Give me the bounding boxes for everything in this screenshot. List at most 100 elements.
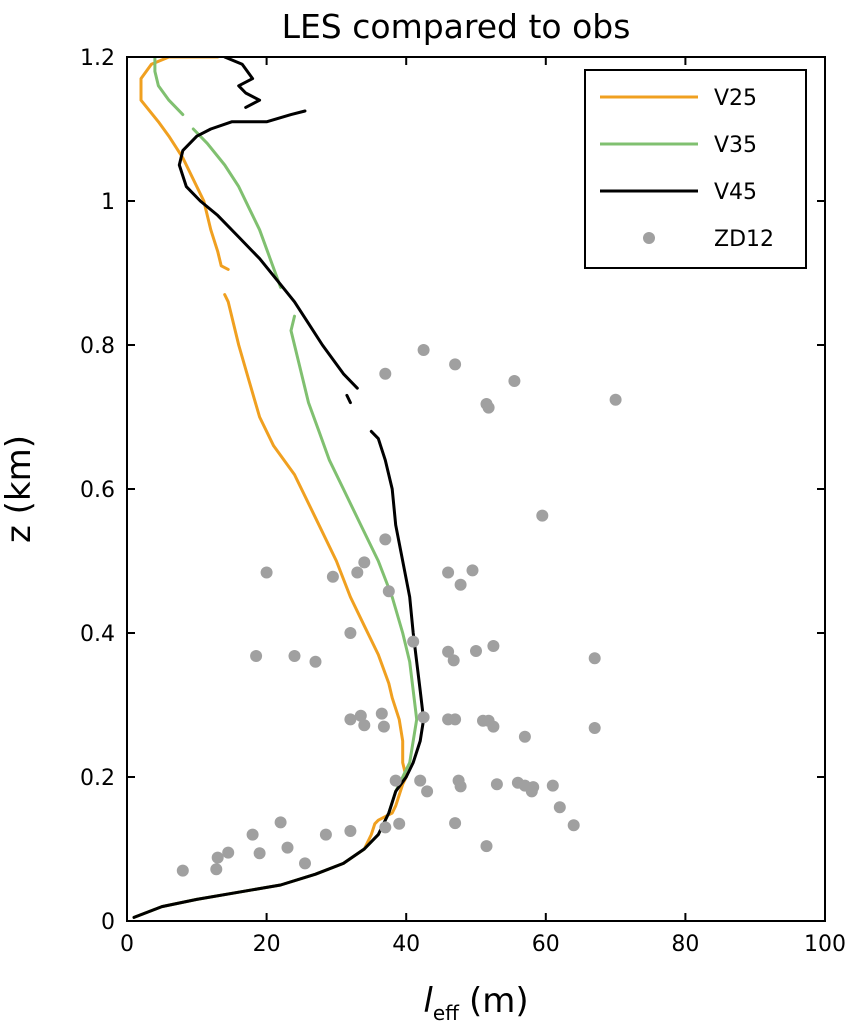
scatter-point-49 — [487, 640, 500, 652]
scatter-point-43 — [309, 655, 322, 668]
x-tick-label-4: 80 — [671, 932, 699, 957]
y-tick-label-1: 0.2 — [80, 766, 115, 791]
scatter-point-61 — [379, 367, 392, 380]
scatter-point-18 — [454, 780, 467, 793]
scatter-point-20 — [490, 778, 503, 791]
scatter-point-16 — [449, 817, 462, 830]
x-axis-label-symbol: l — [423, 981, 433, 1021]
x-tick-label-0: 0 — [120, 932, 134, 957]
scatter-point-52 — [326, 570, 339, 583]
scatter-point-38 — [487, 720, 500, 733]
scatter-point-48 — [470, 645, 482, 657]
scatter-point-53 — [351, 566, 364, 579]
scatter-point-55 — [382, 585, 395, 598]
series-layer — [132, 57, 426, 919]
scatter-point-57 — [442, 566, 455, 579]
scatter-point-19 — [480, 840, 493, 853]
legend: V25 V35 V45 ZD12 — [584, 69, 807, 269]
scatter-point-50 — [588, 652, 601, 665]
scatter-point-27 — [567, 819, 580, 832]
scatter-point-54 — [358, 556, 371, 569]
scatter-point-40 — [588, 722, 601, 734]
scatter-point-44 — [344, 627, 357, 639]
y-tick-label-2: 0.4 — [80, 622, 115, 647]
scatter-point-30 — [358, 719, 371, 732]
scatter-point-3 — [222, 846, 235, 859]
scatter-point-63 — [449, 358, 462, 371]
scatter-point-31 — [375, 707, 388, 720]
legend-label-zd12: ZD12 — [714, 227, 774, 252]
scatter-point-47 — [447, 654, 460, 667]
series-v45-line-segment-1 — [345, 393, 352, 405]
legend-box — [584, 69, 807, 269]
scatter-point-2 — [211, 851, 224, 864]
series-v35-line-segment-1 — [191, 127, 283, 289]
scatter-point-25 — [546, 779, 559, 792]
scatter-point-4 — [246, 828, 259, 841]
scatter-point-24 — [527, 781, 540, 794]
scatter-point-1 — [210, 863, 223, 876]
y-axis-ticks: 0 0.2 0.4 0.6 0.8 1 1.2 — [80, 46, 825, 935]
scatter-point-11 — [379, 821, 392, 834]
x-tick-label-1: 20 — [253, 932, 281, 957]
legend-label-v35: V35 — [714, 133, 757, 158]
scatter-point-39 — [518, 730, 531, 743]
scatter-point-35 — [449, 713, 462, 726]
chart-title: LES compared to obs — [282, 7, 631, 46]
legend-label-v45: V45 — [714, 180, 757, 205]
plot-area — [132, 57, 622, 919]
scatter-point-59 — [466, 564, 479, 577]
series-v45-line-segment-2 — [177, 109, 359, 390]
x-axis-label-subscript: eff — [433, 1001, 460, 1024]
scatter-point-9 — [319, 828, 332, 841]
scatter-point-45 — [407, 635, 420, 648]
scatter-point-10 — [344, 825, 357, 837]
scatter-point-8 — [299, 857, 311, 870]
scatter-point-66 — [508, 375, 521, 387]
scatter-point-14 — [414, 774, 427, 787]
scatter-point-60 — [536, 509, 549, 522]
scatter-point-7 — [281, 841, 294, 854]
y-tick-label-4: 0.8 — [80, 334, 115, 359]
x-axis-ticks: 0 20 40 60 80 100 — [120, 57, 846, 957]
x-tick-label-2: 40 — [392, 932, 420, 957]
series-v35-line-segment-2 — [153, 57, 185, 117]
scatter-point-0 — [176, 864, 189, 877]
series-v25-line-segment-0 — [132, 293, 408, 919]
scatter-point-41 — [250, 650, 263, 662]
scatter-point-67 — [609, 393, 622, 406]
x-tick-label-5: 100 — [804, 932, 846, 957]
y-tick-label-0: 0 — [101, 910, 115, 935]
series-v45-line-segment-3 — [223, 57, 262, 109]
scatter-point-65 — [482, 401, 495, 414]
scatter-point-13 — [389, 774, 402, 787]
scatter-point-26 — [553, 801, 566, 814]
x-axis-label-unit: (m) — [469, 981, 529, 1021]
scatter-point-12 — [393, 817, 406, 830]
scatter-point-62 — [417, 344, 430, 356]
series-v45-line-segment-0 — [132, 429, 426, 919]
scatter-point-5 — [253, 847, 266, 860]
y-axis-label: z (km) — [0, 435, 39, 543]
scatter-point-42 — [288, 650, 301, 662]
scatter-point-46 — [442, 645, 455, 658]
legend-label-v25: V25 — [714, 86, 757, 111]
scatter-point-15 — [421, 785, 434, 798]
scatter-point-29 — [354, 709, 367, 722]
y-tick-label-6: 1.2 — [80, 46, 115, 71]
scatter-layer — [176, 344, 622, 877]
y-tick-label-3: 0.6 — [80, 478, 115, 503]
x-tick-label-3: 60 — [532, 932, 560, 957]
scatter-point-33 — [417, 711, 430, 724]
scatter-point-32 — [377, 720, 390, 733]
scatter-point-58 — [454, 578, 467, 591]
legend-swatch-zd12 — [643, 232, 655, 244]
scatter-point-56 — [379, 533, 392, 546]
scatter-point-28 — [344, 713, 357, 726]
scatter-point-51 — [260, 566, 273, 579]
y-tick-label-5: 1 — [101, 190, 115, 215]
series-v25-line-segment-1 — [139, 57, 230, 271]
x-axis-label: leff (m) — [423, 981, 528, 1024]
